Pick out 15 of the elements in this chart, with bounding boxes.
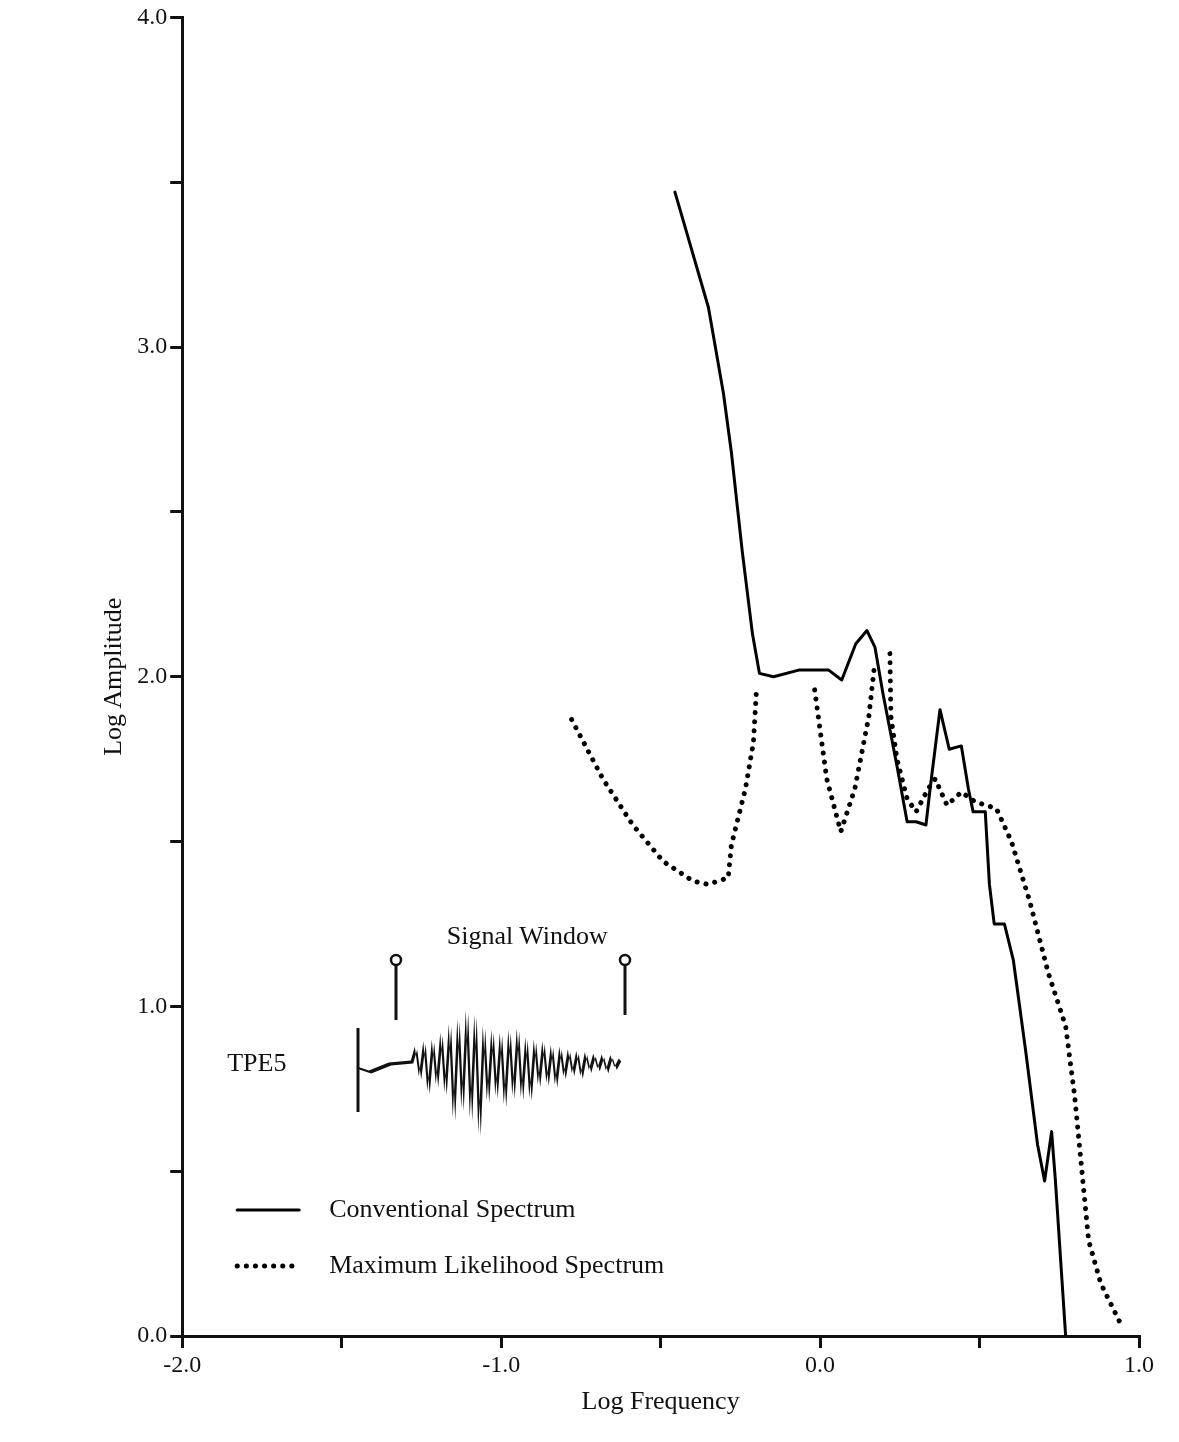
y-tick-label: 3.0 — [137, 332, 168, 359]
y-axis-title: Log Amplitude — [98, 597, 128, 756]
legend-label: Maximum Likelihood Spectrum — [329, 1249, 665, 1279]
y-tick-label: 4.0 — [137, 2, 168, 29]
y-tick-label: 1.0 — [137, 991, 168, 1018]
annotation: TPE5 — [227, 1048, 287, 1078]
x-axis-title: Log Frequency — [581, 1386, 740, 1416]
legend-label: Conventional Spectrum — [329, 1193, 576, 1223]
y-tick-label: 2.0 — [137, 662, 168, 688]
x-tick-label: -2.0 — [163, 1350, 202, 1377]
x-tick-label: -1.0 — [482, 1350, 521, 1377]
annotation: Signal Window — [446, 921, 608, 951]
y-tick-label: 0.0 — [137, 1321, 168, 1348]
x-tick-label: 1.0 — [1124, 1350, 1154, 1377]
x-tick-label: 0.0 — [805, 1350, 836, 1377]
